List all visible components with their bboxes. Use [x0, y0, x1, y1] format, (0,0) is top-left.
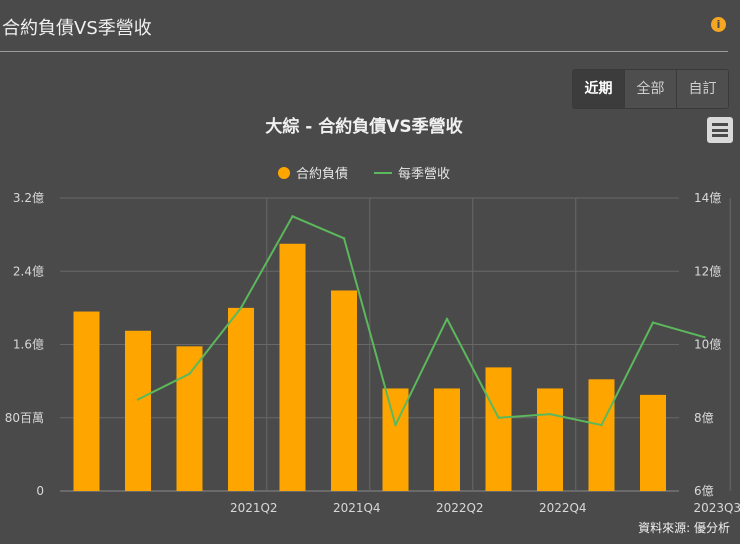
x-tick-label: 2021Q4 — [333, 501, 381, 515]
y-right-tick-label: 10億 — [694, 338, 721, 352]
source-credit: 資料來源: 優分析 — [638, 521, 730, 535]
y-right-tick-label: 6億 — [694, 484, 714, 498]
chart-title: 大綜 - 合約負債VS季營收 — [265, 116, 462, 137]
bar — [640, 394, 666, 491]
legend-line-label: 每季營收 — [398, 166, 450, 182]
range-all-button[interactable]: 全部 — [625, 70, 677, 108]
x-tick-label: 2022Q4 — [539, 501, 587, 515]
revenue-point — [445, 317, 449, 321]
bar — [331, 290, 357, 491]
revenue-point — [291, 215, 294, 218]
revenue-point — [239, 306, 243, 310]
y-left-tick-label: 2.4億 — [13, 264, 44, 278]
y-left-tick-label: 80百萬 — [5, 411, 44, 425]
info-icon[interactable]: i — [711, 17, 726, 32]
range-recent-button[interactable]: 近期 — [573, 70, 625, 108]
range-custom-button[interactable]: 自訂 — [677, 70, 728, 108]
x-tick-label: 2022Q2 — [436, 501, 484, 515]
revenue-point — [394, 423, 397, 427]
legend-bar-label: 合約負債 — [296, 167, 348, 182]
bar — [588, 379, 615, 491]
y-left-tick-label: 1.6億 — [13, 338, 44, 352]
y-right-tick-label: 8億 — [694, 411, 714, 425]
bar — [228, 307, 254, 491]
revenue-point — [188, 372, 191, 375]
hamburger-menu-icon[interactable] — [707, 117, 733, 143]
header-divider — [0, 51, 728, 52]
revenue-point — [600, 423, 603, 427]
revenue-point — [548, 412, 552, 416]
page-title: 合約負債VS季營收 — [2, 18, 152, 39]
x-tick-label: 2021Q2 — [230, 501, 278, 515]
bar — [537, 388, 563, 491]
revenue-point — [136, 398, 140, 401]
y-right-tick-label: 14億 — [694, 191, 721, 205]
revenue-point — [703, 335, 706, 339]
x-tick-label: 2023Q3 — [693, 501, 740, 515]
bar — [382, 388, 409, 491]
bar — [176, 346, 203, 491]
bar — [485, 367, 512, 491]
chart-header: 合約負債VS季營收 i — [0, 0, 740, 52]
legend-bar-marker — [278, 167, 290, 179]
y-left-tick-label: 3.2億 — [13, 191, 44, 205]
legend: 合約負債 每季營收 — [278, 166, 450, 182]
bar — [279, 243, 306, 491]
y-right-tick-label: 12億 — [694, 264, 721, 278]
bar — [125, 330, 151, 491]
bar — [434, 388, 460, 491]
revenue-point — [342, 237, 346, 240]
range-selector: 近期 全部 自訂 — [572, 69, 729, 109]
revenue-point — [651, 321, 655, 324]
revenue-line — [137, 215, 705, 427]
revenue-point — [497, 416, 500, 419]
plot-area: 0 6億 80百萬 8億 1.6億 10億 2.4億 12億 3.2億 14億 2021Q2 2021… — [5, 191, 740, 515]
bar — [73, 311, 100, 491]
y-left-tick-label: 0 — [36, 484, 44, 498]
